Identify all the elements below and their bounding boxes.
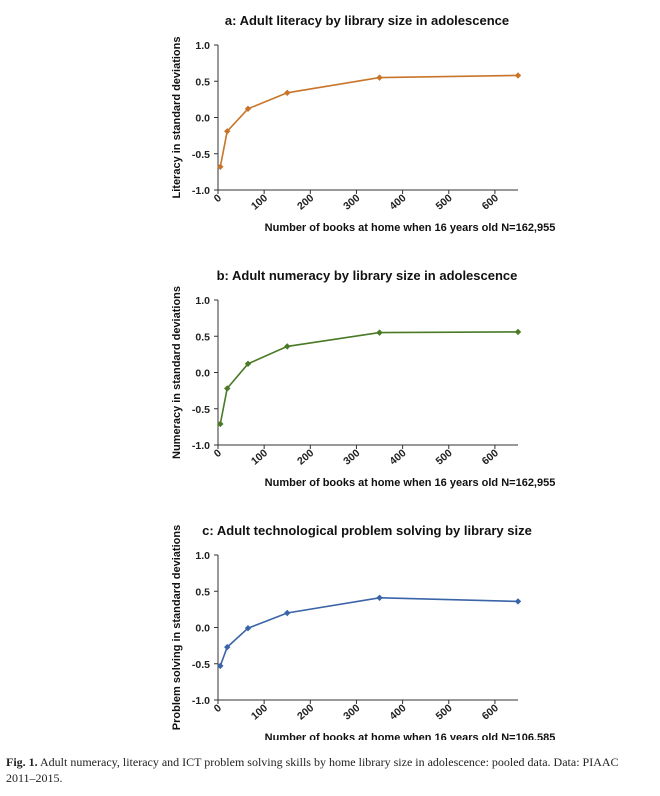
- y-axis-label: Problem solving in standard deviations: [171, 525, 183, 730]
- x-tick-label: 100: [249, 192, 270, 213]
- chart-panel-c: c: Adult technological problem solving b…: [171, 523, 555, 740]
- y-tick-label: 0.0: [195, 368, 210, 380]
- x-tick-label: 500: [434, 702, 455, 723]
- x-axis-label: Number of books at home when 16 years ol…: [265, 477, 556, 489]
- data-point: [284, 343, 291, 350]
- y-tick-label: -1.0: [192, 695, 210, 707]
- y-tick-label: -0.5: [192, 404, 210, 416]
- data-point: [376, 329, 383, 336]
- data-point: [514, 328, 522, 336]
- x-tick-label: 400: [387, 192, 408, 213]
- data-point: [376, 594, 383, 601]
- x-axis-label: Number of books at home when 16 years ol…: [265, 222, 556, 234]
- data-point: [224, 128, 231, 135]
- figure-caption-label: Fig. 1.: [6, 755, 38, 769]
- series-line: [219, 331, 519, 425]
- x-tick-label: 100: [249, 447, 270, 468]
- figure: a: Adult literacy by library size in ado…: [171, 13, 555, 740]
- y-tick-label: -1.0: [192, 185, 210, 197]
- figure-caption-text: Adult numeracy, literacy and ICT problem…: [6, 755, 619, 785]
- chart-title: a: Adult literacy by library size in ado…: [225, 13, 509, 28]
- data-point: [376, 74, 383, 81]
- data-point: [217, 420, 224, 428]
- chart-title: b: Adult numeracy by library size in ado…: [217, 268, 518, 283]
- data-point: [514, 72, 522, 79]
- series-line: [219, 74, 519, 167]
- data-point: [217, 163, 224, 170]
- chart-panel-a: a: Adult literacy by library size in ado…: [171, 13, 555, 234]
- data-point: [244, 360, 252, 367]
- y-tick-label: -0.5: [192, 659, 210, 671]
- y-tick-label: 0.0: [195, 113, 210, 125]
- y-tick-label: 0.5: [195, 76, 210, 88]
- x-tick-label: 100: [249, 702, 270, 723]
- x-tick-label: 500: [434, 447, 455, 468]
- x-tick-label: 300: [341, 702, 362, 723]
- y-tick-label: 1.0: [195, 295, 210, 307]
- x-tick-label: 400: [387, 447, 408, 468]
- x-tick-label: 600: [480, 192, 501, 213]
- data-point: [284, 609, 291, 617]
- x-tick-label: 400: [387, 702, 408, 723]
- y-tick-label: 0.5: [195, 586, 210, 598]
- figure-caption: Fig. 1. Adult numeracy, literacy and ICT…: [6, 754, 646, 786]
- y-tick-label: 0.5: [195, 331, 210, 343]
- y-axis-label: Literacy in standard deviations: [171, 37, 183, 199]
- y-tick-label: -1.0: [192, 440, 210, 452]
- x-tick-label: 600: [480, 702, 501, 723]
- data-point: [244, 105, 252, 112]
- data-point: [224, 385, 231, 392]
- data-point: [514, 598, 522, 605]
- x-tick-label: 200: [295, 702, 316, 723]
- x-tick-label: 600: [480, 447, 501, 468]
- x-tick-label: 300: [341, 192, 362, 213]
- x-tick-label: 300: [341, 447, 362, 468]
- chart-panel-b: b: Adult numeracy by library size in ado…: [171, 268, 555, 489]
- y-tick-label: 0.0: [195, 623, 210, 635]
- y-tick-label: 1.0: [195, 550, 210, 562]
- x-tick-label: 200: [295, 192, 316, 213]
- data-point: [284, 89, 291, 97]
- y-tick-label: -0.5: [192, 149, 210, 161]
- y-tick-label: 1.0: [195, 40, 210, 52]
- series-line: [219, 596, 519, 667]
- y-axis-label: Numeracy in standard deviations: [171, 286, 183, 459]
- chart-title: c: Adult technological problem solving b…: [202, 523, 532, 538]
- x-axis-label: Number of books at home when 16 years ol…: [265, 732, 556, 740]
- x-tick-label: 200: [295, 447, 316, 468]
- x-tick-label: 500: [434, 192, 455, 213]
